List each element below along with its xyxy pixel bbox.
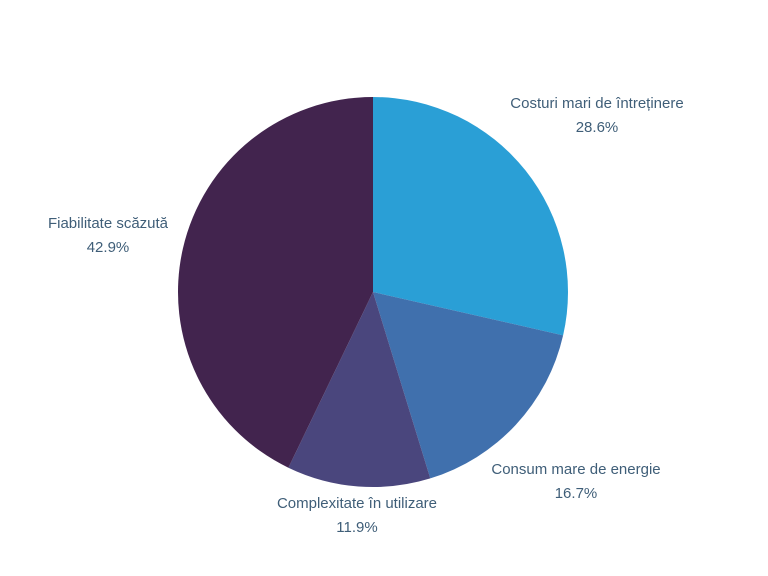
slice-percent-label: 42.9% xyxy=(87,239,130,256)
slice-label: Complexitate în utilizare xyxy=(277,495,437,512)
slice-percent-label: 11.9% xyxy=(336,519,377,536)
pie-slice xyxy=(373,292,564,479)
pie-slice xyxy=(177,97,373,468)
slice-label: Costuri mari de întreținere xyxy=(510,95,683,112)
slice-percent-label: 28.6% xyxy=(576,119,619,136)
slice-label: Consum mare de energie xyxy=(491,461,660,478)
pie-slice xyxy=(373,97,568,336)
slice-label: Fiabilitate scăzută xyxy=(48,215,169,232)
pie-slice xyxy=(288,292,431,488)
slice-percent-label: 16.7% xyxy=(555,485,598,502)
